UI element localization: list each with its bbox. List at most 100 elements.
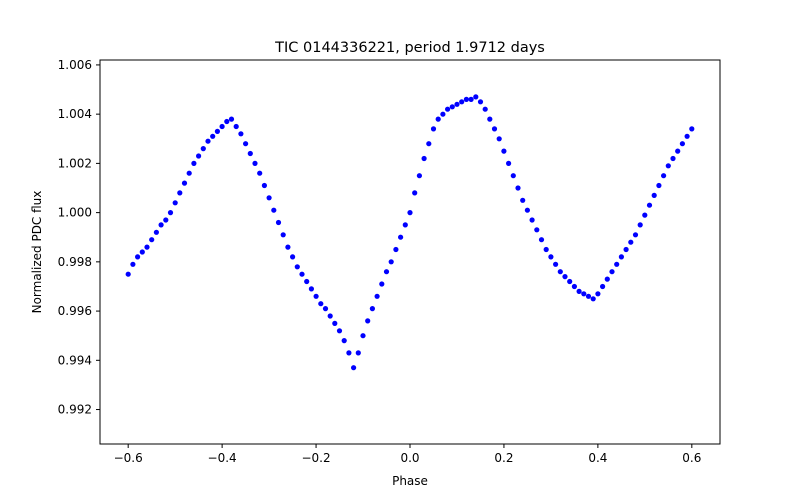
x-tick-label: 0.6 [682, 451, 701, 465]
data-point [336, 328, 343, 334]
data-point [496, 136, 502, 142]
x-tick-label: 0.2 [494, 451, 513, 465]
data-point [294, 264, 300, 270]
data-point [506, 160, 512, 166]
data-point [233, 123, 239, 130]
data-point [454, 101, 460, 107]
data-point [581, 291, 587, 297]
data-point [675, 148, 681, 154]
y-tick-label: 0.992 [58, 403, 92, 417]
data-point [585, 293, 592, 299]
data-point [548, 254, 554, 260]
data-point [482, 106, 488, 112]
y-tick-label: 1.006 [58, 58, 92, 72]
x-axis-ticks: −0.6 −0.4 −0.2 0.0 0.2 0.4 0.6 [114, 444, 701, 465]
plot-area [100, 60, 720, 444]
data-point [351, 365, 357, 371]
data-point [661, 173, 667, 179]
x-tick-label: −0.2 [301, 451, 330, 465]
x-tick-label: −0.4 [208, 451, 237, 465]
data-point [243, 141, 249, 147]
data-point [158, 222, 164, 228]
data-point [553, 261, 559, 267]
data-point [614, 261, 620, 267]
data-point [252, 160, 258, 166]
data-point [214, 128, 220, 134]
data-point [651, 192, 657, 198]
data-point [440, 111, 446, 117]
data-point [196, 153, 202, 159]
data-point [374, 293, 380, 299]
data-point [665, 163, 671, 169]
data-point [637, 222, 643, 228]
data-point [590, 296, 596, 302]
data-point [609, 269, 615, 275]
data-point [224, 118, 230, 125]
data-point [257, 170, 263, 176]
data-point [149, 237, 155, 243]
data-point [130, 261, 136, 267]
data-point [261, 182, 267, 189]
data-point [445, 106, 451, 112]
data-point [318, 301, 324, 307]
data-point [571, 283, 578, 290]
x-tick-label: 0.4 [588, 451, 607, 465]
data-point [266, 195, 272, 201]
data-point [468, 96, 474, 102]
data-point [186, 170, 192, 176]
y-tick-label: 0.998 [58, 255, 92, 269]
scatter-points [125, 94, 695, 371]
data-point [191, 160, 197, 166]
data-point [501, 148, 507, 154]
data-point [543, 246, 549, 253]
y-tick-label: 1.002 [58, 156, 92, 170]
data-point [595, 291, 601, 297]
data-point [510, 173, 516, 179]
data-point [308, 286, 314, 292]
data-point [210, 133, 216, 139]
data-point [163, 217, 169, 223]
data-point [679, 141, 686, 147]
data-point [205, 138, 211, 144]
data-point [365, 318, 371, 324]
data-point [562, 274, 568, 280]
data-point [538, 237, 545, 243]
data-point [153, 229, 159, 235]
data-point [285, 244, 291, 250]
data-point [181, 180, 188, 186]
data-point [383, 269, 390, 275]
data-point [200, 146, 206, 152]
data-point [247, 150, 253, 157]
data-point [632, 232, 639, 238]
data-point [355, 350, 361, 356]
data-point [238, 131, 244, 137]
data-point [670, 155, 676, 162]
data-point [449, 104, 455, 110]
data-point [407, 210, 413, 216]
data-point [346, 350, 352, 356]
data-point [623, 246, 629, 253]
data-point [393, 246, 399, 253]
data-point [604, 276, 610, 282]
data-point [642, 212, 648, 218]
data-point [167, 210, 174, 216]
data-point [412, 190, 418, 196]
data-point [477, 99, 484, 105]
x-axis-label: Phase [392, 474, 428, 488]
data-point [125, 271, 131, 277]
data-point [271, 207, 277, 213]
data-point [313, 293, 319, 299]
data-point [290, 254, 296, 260]
data-point [332, 320, 338, 326]
data-point [529, 217, 535, 223]
data-point [341, 338, 347, 344]
data-point [520, 197, 526, 203]
data-point [689, 126, 695, 132]
y-tick-label: 1.000 [58, 206, 92, 220]
data-point [369, 306, 375, 312]
data-point [515, 185, 521, 191]
data-point [416, 173, 422, 179]
data-point [487, 116, 493, 122]
data-point [322, 306, 329, 312]
